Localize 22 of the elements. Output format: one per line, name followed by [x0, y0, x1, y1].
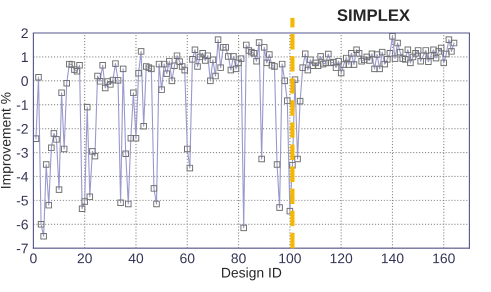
y-tick-label: 1: [22, 52, 28, 62]
x-tick-label: 120: [330, 253, 352, 264]
y-axis-title: Improvement %: [0, 92, 14, 188]
x-tick-label: 20: [78, 253, 92, 264]
x-tick-label: 60: [180, 253, 194, 264]
y-tick-label: 0: [21, 76, 28, 86]
y-tick-label: -4: [16, 172, 28, 182]
x-tick-label: 100: [279, 253, 301, 264]
text: SIMPLEX: [337, 9, 410, 22]
x-tick-label: 140: [382, 253, 404, 264]
y-tick-label: -1: [16, 100, 28, 110]
x-tick-label: 40: [128, 253, 144, 264]
y-tick-label: -2: [16, 124, 28, 134]
y-tick-label: -3: [16, 148, 28, 158]
x-tick-label: 80: [231, 253, 246, 264]
y-tick-label: -5: [16, 196, 28, 206]
y-tick-label: -7: [16, 244, 28, 254]
y-tick-label: 2: [22, 28, 28, 38]
x-tick-label: 0: [30, 253, 37, 264]
x-tick-label: 160: [433, 253, 455, 264]
y-tick-label: -6: [16, 220, 28, 230]
x-axis-title: Design ID: [222, 267, 282, 280]
